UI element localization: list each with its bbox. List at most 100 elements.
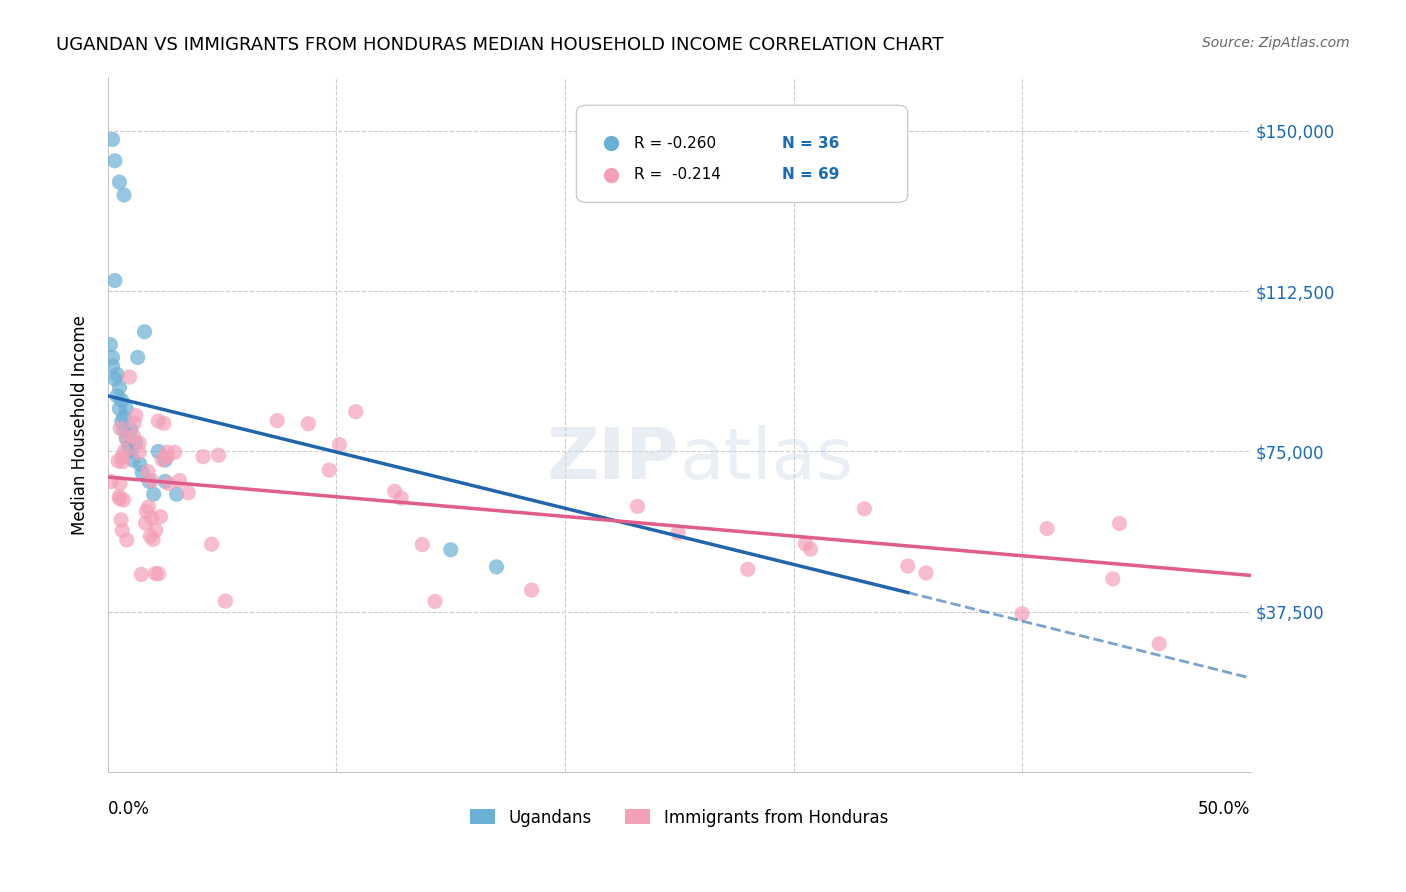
Immigrants from Honduras: [384, 484, 406, 499]
Immigrants from Honduras: [111, 524, 134, 538]
Ugandans: [148, 444, 170, 458]
Immigrants from Honduras: [131, 567, 153, 582]
Immigrants from Honduras: [142, 533, 165, 547]
Immigrants from Honduras: [108, 476, 131, 491]
Immigrants from Honduras: [737, 562, 759, 576]
Immigrants from Honduras: [800, 542, 823, 557]
Ugandans: [111, 415, 134, 429]
Text: N = 36: N = 36: [782, 136, 839, 151]
Ugandans: [131, 466, 153, 480]
Immigrants from Honduras: [108, 490, 131, 504]
Immigrants from Honduras: [141, 511, 163, 525]
Immigrants from Honduras: [157, 476, 180, 491]
Ugandans: [485, 560, 508, 574]
Immigrants from Honduras: [177, 485, 200, 500]
Legend: Ugandans, Immigrants from Honduras: Ugandans, Immigrants from Honduras: [464, 802, 894, 833]
Text: atlas: atlas: [679, 425, 853, 494]
Immigrants from Honduras: [163, 445, 186, 459]
Ugandans: [120, 444, 142, 458]
Immigrants from Honduras: [201, 537, 224, 551]
Immigrants from Honduras: [110, 513, 132, 527]
Immigrants from Honduras: [111, 455, 134, 469]
Immigrants from Honduras: [853, 501, 876, 516]
Immigrants from Honduras: [191, 450, 214, 464]
Immigrants from Honduras: [214, 594, 236, 608]
Immigrants from Honduras: [1108, 516, 1130, 531]
Ugandans: [105, 389, 128, 403]
Immigrants from Honduras: [266, 414, 288, 428]
Immigrants from Honduras: [318, 463, 340, 477]
Ugandans: [115, 432, 138, 446]
Immigrants from Honduras: [411, 538, 433, 552]
Ugandans: [98, 337, 121, 351]
Ugandans: [142, 487, 165, 501]
Immigrants from Honduras: [139, 529, 162, 543]
Ugandans: [101, 132, 124, 146]
Immigrants from Honduras: [145, 523, 167, 537]
Y-axis label: Median Household Income: Median Household Income: [72, 315, 89, 534]
Ugandans: [127, 351, 149, 365]
Ugandans: [120, 423, 142, 437]
Immigrants from Honduras: [153, 417, 176, 431]
Immigrants from Honduras: [112, 492, 135, 507]
Immigrants from Honduras: [208, 448, 231, 462]
Text: R =  -0.214: R = -0.214: [634, 167, 720, 182]
Immigrants from Honduras: [112, 444, 135, 458]
Immigrants from Honduras: [111, 450, 134, 464]
Ugandans: [101, 359, 124, 373]
Ugandans: [153, 453, 176, 467]
Ugandans: [108, 380, 131, 394]
Immigrants from Honduras: [148, 566, 170, 581]
Immigrants from Honduras: [145, 566, 167, 581]
Immigrants from Honduras: [297, 417, 319, 431]
Immigrants from Honduras: [1011, 607, 1033, 621]
Immigrants from Honduras: [156, 445, 179, 459]
Ugandans: [112, 423, 135, 437]
Text: R = -0.260: R = -0.260: [634, 136, 716, 151]
Immigrants from Honduras: [141, 474, 163, 488]
Ugandans: [124, 436, 146, 450]
Ugandans: [104, 153, 127, 168]
Immigrants from Honduras: [626, 500, 648, 514]
Ugandans: [129, 457, 152, 471]
Immigrants from Honduras: [666, 526, 689, 541]
Immigrants from Honduras: [138, 500, 160, 514]
Immigrants from Honduras: [110, 421, 132, 435]
Ugandans: [115, 401, 138, 416]
Immigrants from Honduras: [794, 537, 817, 551]
Immigrants from Honduras: [107, 454, 129, 468]
Ugandans: [134, 325, 156, 339]
Immigrants from Honduras: [128, 436, 150, 450]
Immigrants from Honduras: [1036, 522, 1059, 536]
Immigrants from Honduras: [897, 559, 920, 574]
Ugandans: [440, 542, 463, 557]
Immigrants from Honduras: [115, 431, 138, 445]
Point: [1102, 765, 1125, 780]
Text: 0.0%: 0.0%: [108, 800, 150, 818]
Ugandans: [104, 273, 127, 287]
Immigrants from Honduras: [135, 504, 157, 518]
FancyBboxPatch shape: [576, 105, 908, 202]
Text: 50.0%: 50.0%: [1198, 800, 1250, 818]
Immigrants from Honduras: [1147, 637, 1170, 651]
Ugandans: [112, 410, 135, 425]
Immigrants from Honduras: [156, 450, 179, 464]
Ugandans: [105, 368, 128, 382]
Ugandans: [108, 175, 131, 189]
Immigrants from Honduras: [150, 452, 173, 467]
Ugandans: [112, 188, 135, 202]
Immigrants from Honduras: [169, 474, 191, 488]
Immigrants from Honduras: [122, 416, 145, 430]
Immigrants from Honduras: [128, 445, 150, 459]
Immigrants from Honduras: [118, 370, 141, 384]
Ugandans: [122, 453, 145, 467]
Immigrants from Honduras: [135, 516, 157, 531]
Text: ZIP: ZIP: [547, 425, 679, 494]
Ugandans: [138, 475, 160, 489]
Text: UGANDAN VS IMMIGRANTS FROM HONDURAS MEDIAN HOUSEHOLD INCOME CORRELATION CHART: UGANDAN VS IMMIGRANTS FROM HONDURAS MEDI…: [56, 36, 943, 54]
Ugandans: [104, 372, 127, 386]
Immigrants from Honduras: [122, 429, 145, 443]
Immigrants from Honduras: [115, 533, 138, 547]
Ugandans: [153, 475, 176, 489]
Immigrants from Honduras: [148, 414, 170, 428]
